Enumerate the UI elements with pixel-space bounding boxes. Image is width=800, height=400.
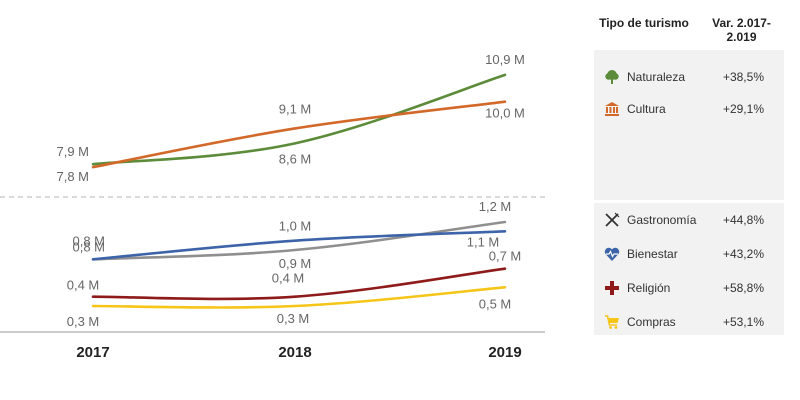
series-line-religion — [91, 267, 507, 301]
row-name: Cultura — [627, 102, 666, 116]
row-name: Religión — [627, 281, 671, 295]
header-variation: Var. 2.017-2.019 — [712, 16, 771, 44]
table-row-cultura: Cultura +29,1% — [594, 98, 784, 120]
tourism-type-table: Tipo de turismo Var. 2.017-2.019 Natural… — [594, 6, 784, 336]
series-line-bienestar — [91, 230, 507, 261]
data-label-bienestar: 1,1 M — [467, 234, 500, 249]
series-line-compras — [91, 286, 507, 309]
data-label-religion: 0,4 M — [272, 271, 305, 286]
data-label-religion: 0,4 M — [67, 278, 100, 293]
data-label-bienestar: 0,8 M — [72, 233, 105, 248]
table-row-compras: Compras +53,1% — [594, 311, 784, 333]
data-label-compras: 0,3 M — [277, 311, 310, 326]
data-label-naturaleza: 8,6 M — [279, 151, 312, 166]
data-label-cultura: 9,1 M — [279, 101, 312, 116]
x-tick-label: 2017 — [76, 344, 109, 361]
series-line-naturaleza — [91, 73, 507, 166]
row-name: Bienestar — [627, 247, 678, 261]
data-label-naturaleza: 7,9 M — [56, 144, 89, 159]
heart-pulse-icon — [604, 247, 620, 261]
row-variation: +44,8% — [722, 213, 764, 227]
row-variation: +43,2% — [722, 247, 764, 261]
data-label-compras: 0,5 M — [479, 296, 512, 311]
row-name: Gastronomía — [627, 213, 697, 227]
data-label-gastronomia: 0,8 M — [72, 239, 105, 254]
table-row-gastronomia: Gastronomía +44,8% — [594, 209, 784, 231]
cart-icon — [605, 315, 619, 329]
line-chart: 7,9 M 8,6 M 10,9 M 7,8 M 9,1 M 10,0 M 0,8 M 0,9… — [0, 52, 545, 361]
table-row-bienestar: Bienestar +43,2% — [594, 243, 784, 265]
row-variation: +58,8% — [722, 281, 764, 295]
data-label-compras: 0,3 M — [67, 314, 100, 329]
cross-icon — [605, 281, 619, 295]
row-name: Compras — [627, 315, 676, 329]
table-group-top — [594, 50, 784, 200]
x-tick-label: 2018 — [278, 344, 311, 361]
series-line-gastronomia — [91, 220, 507, 261]
data-label-religion: 0,7 M — [489, 249, 522, 264]
museum-icon — [605, 102, 619, 116]
data-label-gastronomia: 1,2 M — [479, 199, 512, 214]
tree-icon — [605, 70, 619, 84]
x-tick-label: 2019 — [488, 344, 521, 361]
data-label-cultura: 7,8 M — [56, 169, 89, 184]
table-row-naturaleza: Naturaleza +38,5% — [594, 66, 784, 88]
data-label-naturaleza: 10,9 M — [485, 52, 525, 67]
header-tourism-type: Tipo de turismo — [599, 16, 689, 30]
fork-knife-icon — [605, 212, 620, 227]
table-row-religion: Religión +58,8% — [594, 277, 784, 299]
row-name: Naturaleza — [627, 70, 686, 84]
row-variation: +29,1% — [722, 102, 764, 116]
row-variation: +38,5% — [722, 70, 764, 84]
table-group-bottom — [594, 203, 784, 335]
data-label-cultura: 10,0 M — [485, 106, 525, 121]
row-variation: +53,1% — [722, 315, 764, 329]
series-line-cultura — [91, 100, 507, 169]
data-label-bienestar: 1,0 M — [279, 219, 312, 234]
data-label-gastronomia: 0,9 M — [279, 256, 312, 271]
